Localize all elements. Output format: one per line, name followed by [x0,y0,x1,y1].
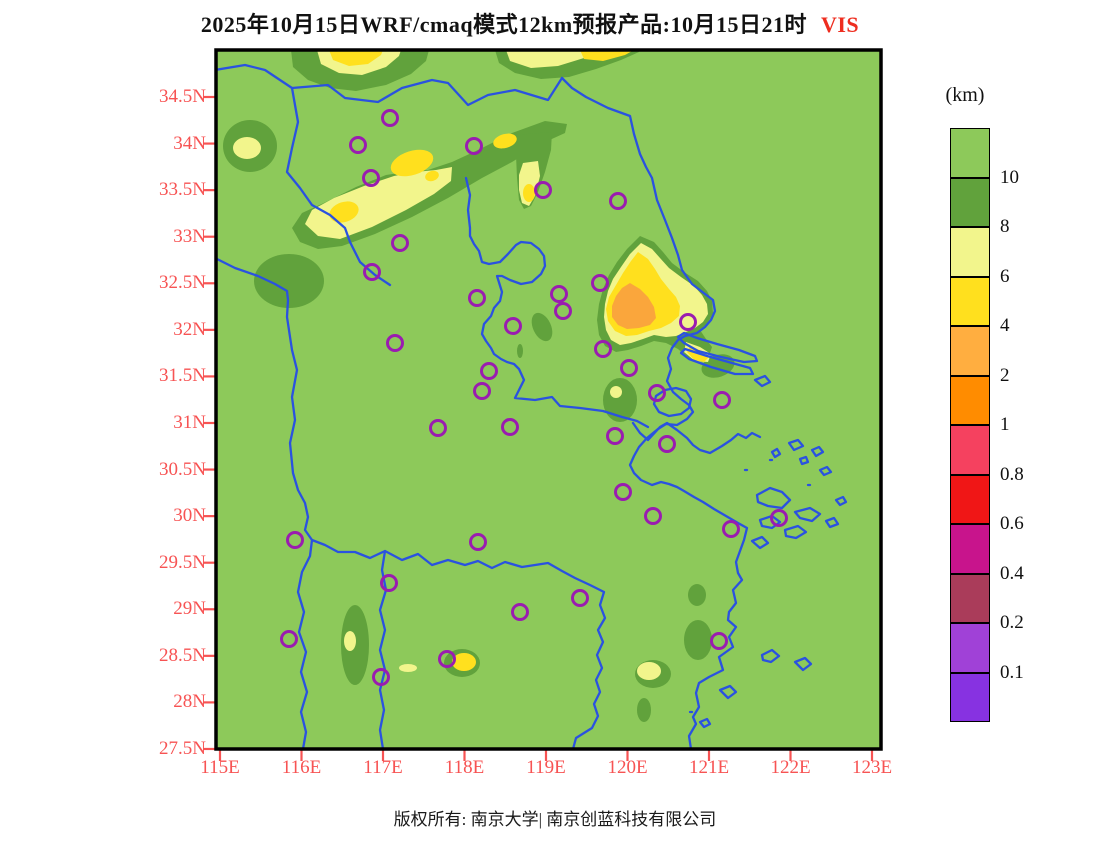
contour-layer [223,50,735,722]
station-marker [644,507,662,525]
lat-label-32N: 32N [173,318,206,340]
lat-label-33.5N: 33.5N [159,179,206,201]
legend-band-6 [950,425,990,475]
title-text: 2025年10月15日WRF/cmaq模式12km预报产品:10月15日21时 [200,12,807,37]
legend-band-0 [950,128,990,178]
station-marker [554,302,572,320]
lon-label-123E: 123E [851,757,893,778]
station-marker [648,384,666,402]
station-marker [710,632,728,650]
lon-label-116E: 116E [281,757,322,778]
lat-label-27.5N: 27.5N [159,737,206,759]
station-marker [465,137,483,155]
legend-level-1: 1 [1000,414,1010,435]
legend-band-7 [950,474,990,524]
map-frame [214,48,883,751]
station-marker [363,263,381,281]
legend-level-0.6: 0.6 [1000,513,1024,534]
station-marker [349,136,367,154]
station-marker [606,427,624,445]
lat-label-34N: 34N [173,132,206,154]
lat-label-31.5N: 31.5N [159,365,206,387]
station-marker [469,533,487,551]
station-marker [480,362,498,380]
lat-label-31N: 31N [173,411,206,433]
lon-label-118E: 118E [444,757,485,778]
lon-label-121E: 121E [688,757,730,778]
legend-band-8 [950,524,990,574]
boundary-layer [216,63,848,749]
legend-level-0.8: 0.8 [1000,463,1024,485]
station-marker [571,589,589,607]
station-marker [770,509,788,527]
station-marker [658,435,676,453]
station-marker [280,630,298,648]
legend-level-0.2: 0.2 [1000,612,1024,633]
station-marker [534,181,552,199]
lat-label-30.5N: 30.5N [159,458,206,480]
station-marker [609,192,627,210]
lon-label-122E: 122E [770,757,811,778]
station-marker [713,391,731,409]
legend-level-8: 8 [1000,216,1010,237]
lat-label-29N: 29N [173,598,206,620]
lon-label-120E: 120E [607,757,648,778]
station-marker [438,650,456,668]
page-title: 2025年10月15日WRF/cmaq模式12km预报产品:10月15日21时 V… [0,7,1060,39]
legend-band-5 [950,375,990,425]
legend-band-9 [950,573,990,623]
station-marker [511,603,529,621]
station-marker [468,289,486,307]
lat-label-30N: 30N [173,505,206,527]
legend-level-2: 2 [1000,364,1010,386]
station-marker [391,234,409,252]
copyright-text: 版权所有: 南京大学| 南京创蓝科技有限公司 [393,810,717,829]
lat-label-32.5N: 32.5N [159,272,206,294]
axis-ticks [203,95,874,761]
lon-label-119E: 119E [526,757,566,778]
legend-band-1 [950,177,990,227]
station-marker [380,574,398,592]
title-variable-tag: VIS [820,12,860,37]
station-marker [429,419,447,437]
station-marker [679,313,697,331]
map-background [216,50,881,749]
station-marker [550,285,568,303]
lon-label-117E: 117E [363,757,403,778]
legend-level-0.1: 0.1 [1000,661,1024,683]
station-marker [620,359,638,377]
station-marker [381,109,399,127]
lat-label-34.5N: 34.5N [159,86,206,107]
legend-level-10: 10 [1000,166,1019,188]
station-marker [473,382,491,400]
legend-band-2 [950,227,990,277]
station-marker [722,520,740,538]
lon-label-115E: 115E [200,757,240,778]
station-marker [386,334,404,352]
station-marker [501,418,519,436]
station-marker [591,274,609,292]
station-marker [614,483,632,501]
station-marker [504,317,522,335]
legend-level-6: 6 [1000,265,1010,287]
station-marker [372,668,390,686]
legend-level-0.4: 0.4 [1000,562,1024,584]
station-markers [280,109,788,686]
lat-label-33N: 33N [173,225,206,247]
legend-level-4: 4 [1000,315,1010,336]
station-marker [362,169,380,187]
station-marker [286,531,304,549]
legend-band-4 [950,326,990,376]
legend-band-3 [950,276,990,326]
station-marker [594,340,612,358]
lat-label-28.5N: 28.5N [159,644,206,666]
legend-unit-label: (km) [945,84,985,106]
lat-label-29.5N: 29.5N [159,551,206,573]
lat-label-28N: 28N [173,691,206,713]
legend-band-11 [950,672,990,722]
legend-band-10 [950,623,990,673]
